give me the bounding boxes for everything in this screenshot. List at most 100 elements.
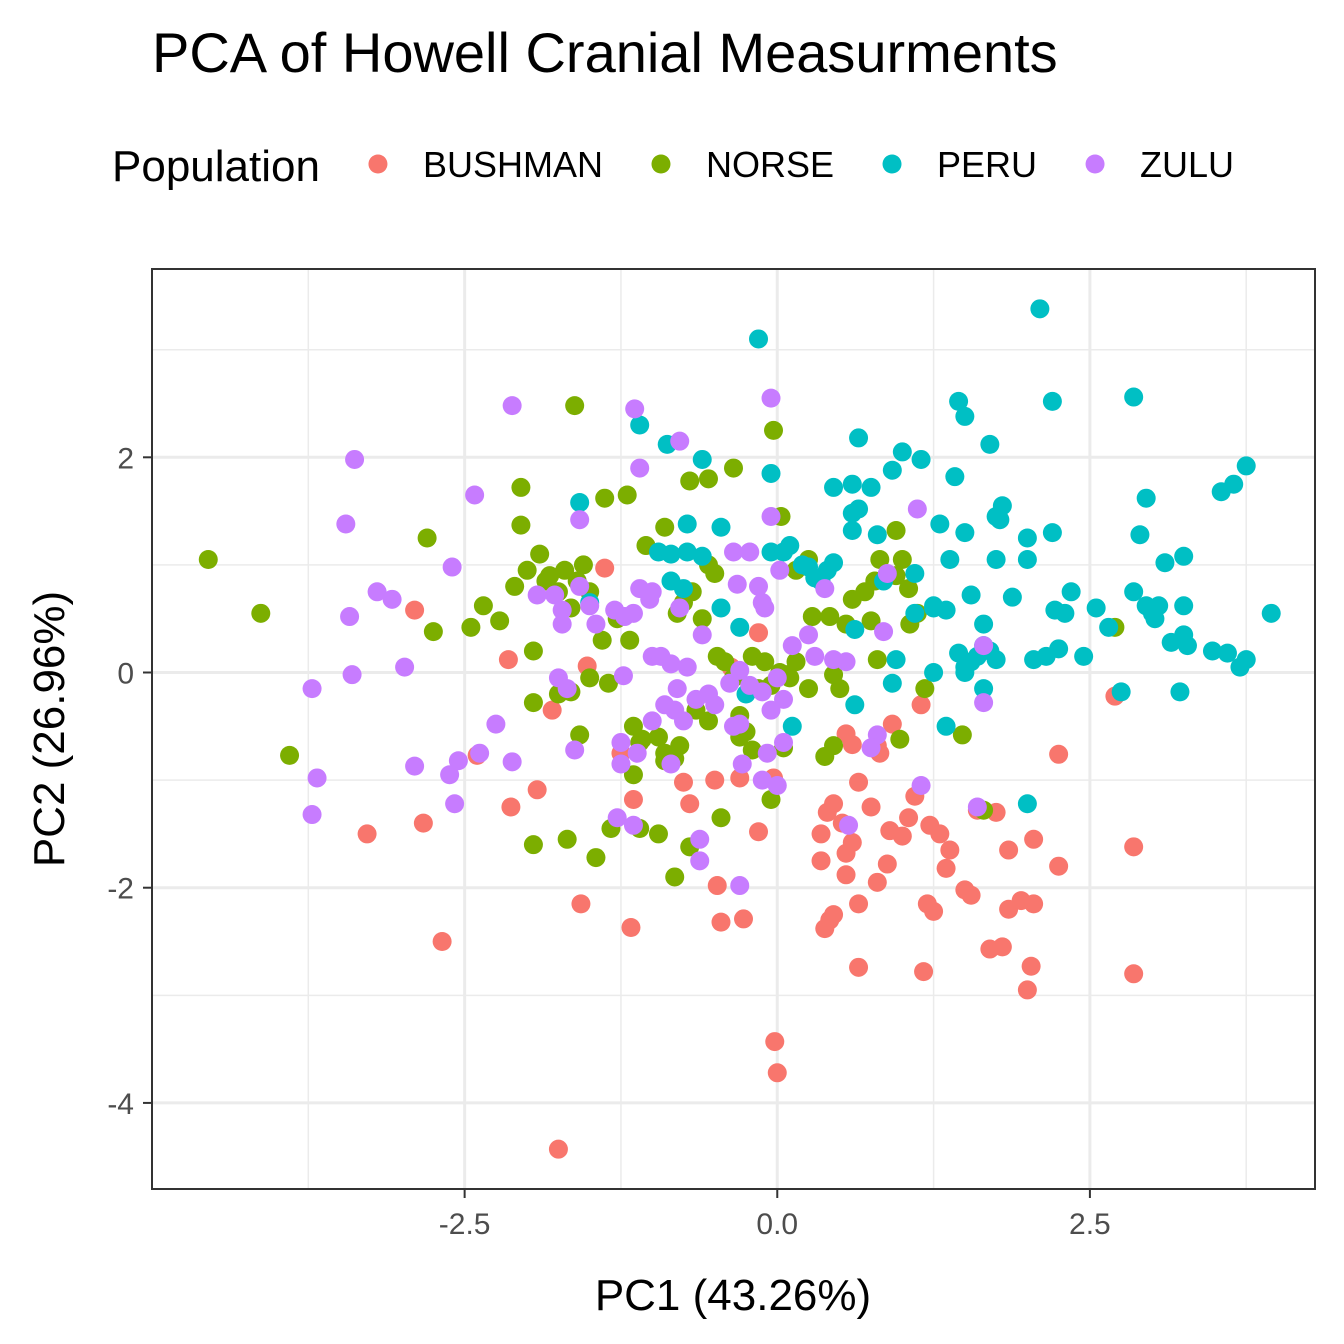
point-zulu [720, 673, 740, 693]
point-peru [955, 523, 975, 543]
y-axis-title: PC2 (26.96%) [25, 591, 74, 867]
point-zulu [670, 598, 690, 618]
point-zulu [861, 738, 881, 758]
point-zulu [611, 732, 631, 752]
point-zulu [911, 775, 931, 795]
point-zulu [770, 560, 790, 580]
point-peru [661, 544, 681, 564]
point-zulu [874, 622, 894, 642]
point-peru [692, 546, 712, 566]
legend-title: Population [112, 142, 320, 191]
point-bushman [961, 885, 981, 905]
legend-key-zulu [1085, 154, 1105, 174]
point-bushman [842, 735, 862, 755]
point-bushman [621, 918, 641, 938]
point-peru [782, 716, 802, 736]
legend-key-bushman [368, 154, 388, 174]
point-zulu [757, 743, 777, 763]
point-zulu [661, 754, 681, 774]
point-bushman [623, 789, 643, 809]
point-zulu [755, 598, 775, 618]
point-norse [517, 560, 537, 580]
point-peru [1170, 682, 1190, 702]
x-axis-title: PC1 (43.26%) [595, 1271, 871, 1320]
point-zulu [611, 754, 631, 774]
point-bushman [842, 833, 862, 853]
point-norse [698, 711, 718, 731]
point-zulu [570, 510, 590, 530]
point-peru [1145, 609, 1165, 629]
point-norse [952, 725, 972, 745]
plot-panel [151, 268, 1316, 1190]
point-zulu [836, 652, 856, 672]
point-zulu [839, 815, 859, 835]
point-zulu [445, 794, 465, 814]
point-norse [648, 727, 668, 747]
point-zulu [586, 614, 606, 634]
point-bushman [501, 797, 521, 817]
point-norse [555, 560, 575, 580]
point-peru [1086, 598, 1106, 618]
point-zulu [907, 499, 927, 519]
point-norse [423, 622, 443, 642]
point-bushman [914, 962, 934, 982]
point-peru [711, 598, 731, 618]
point-zulu [345, 449, 365, 469]
point-norse [511, 477, 531, 497]
point-peru [692, 449, 712, 469]
point-peru [974, 679, 994, 699]
point-norse [461, 617, 481, 637]
point-bushman [498, 650, 518, 670]
point-zulu [545, 585, 565, 605]
point-zulu [761, 700, 781, 720]
point-bushman [571, 894, 591, 914]
point-peru [1124, 387, 1144, 407]
point-norse [530, 544, 550, 564]
point-peru [924, 598, 944, 618]
point-bushman [765, 1032, 785, 1052]
point-peru [936, 716, 956, 736]
point-norse [899, 579, 919, 599]
point-peru [849, 499, 869, 519]
point-bushman [924, 901, 944, 921]
point-peru [845, 619, 865, 639]
point-bushman [711, 912, 731, 932]
point-zulu [502, 396, 522, 416]
point-norse [870, 550, 890, 570]
point-zulu [342, 665, 362, 685]
point-peru [1177, 636, 1197, 656]
point-zulu [580, 596, 600, 616]
point-peru [824, 477, 844, 497]
point-peru [1042, 523, 1062, 543]
point-bushman [730, 768, 750, 788]
point-peru [570, 492, 590, 512]
point-norse [648, 824, 668, 844]
point-peru [992, 496, 1012, 516]
point-norse [665, 867, 685, 887]
point-peru [761, 463, 781, 483]
legend: Population BUSHMAN NORSE PERU ZULU [112, 142, 1234, 191]
point-bushman [930, 824, 950, 844]
point-zulu [470, 743, 490, 763]
point-peru [892, 442, 912, 462]
point-norse [623, 765, 643, 785]
point-zulu [565, 740, 585, 760]
point-zulu [732, 754, 752, 774]
point-peru [1130, 525, 1150, 545]
point-norse [586, 848, 606, 868]
point-zulu [974, 636, 994, 656]
point-bushman [548, 1139, 568, 1159]
x-tick-label: 2.5 [1069, 1208, 1111, 1241]
point-norse [280, 745, 300, 765]
data-points [198, 299, 1281, 1159]
point-bushman [673, 772, 693, 792]
point-peru [749, 329, 769, 349]
point-bushman [1017, 980, 1037, 1000]
point-bushman [749, 822, 769, 842]
point-zulu [730, 714, 750, 734]
point-norse [764, 420, 784, 440]
point-peru [1174, 546, 1194, 566]
point-zulu [440, 765, 460, 785]
point-bushman [1049, 744, 1069, 764]
point-zulu [613, 666, 633, 686]
